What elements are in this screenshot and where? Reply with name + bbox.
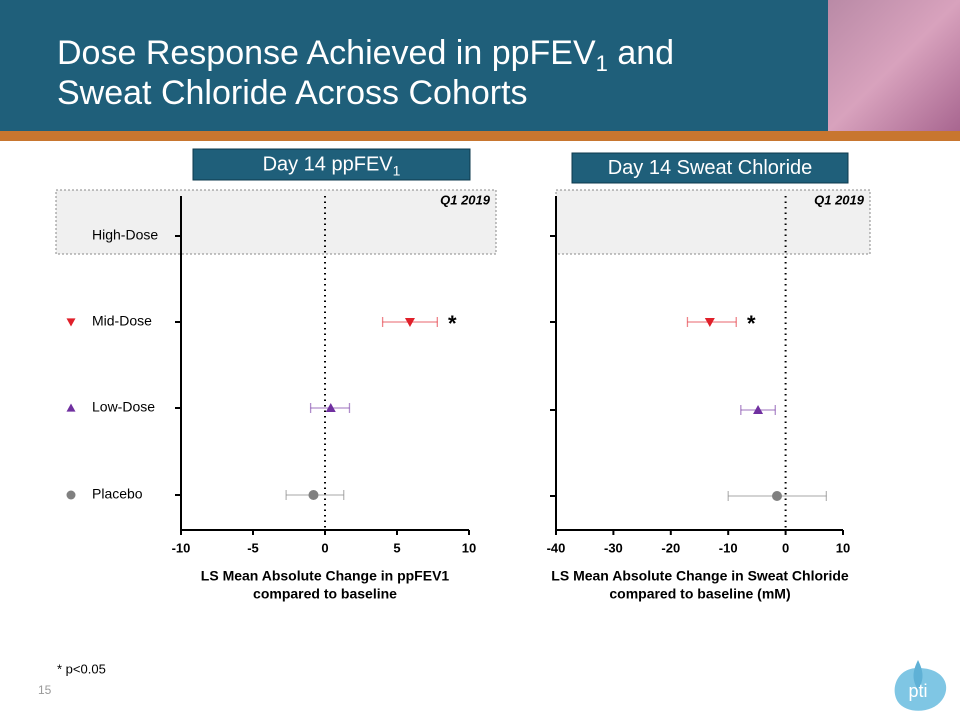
significance-mark: * [747, 311, 756, 336]
x-axis-label: LS Mean Absolute Change in Sweat Chlorid… [551, 568, 849, 584]
page-number: 15 [38, 683, 52, 697]
point-marker [325, 403, 336, 412]
panel-title-text: Day 14 ppFEV [263, 154, 394, 176]
x-tick-label: 0 [321, 540, 328, 555]
x-tick-label: -5 [247, 540, 259, 555]
x-tick-label: -10 [172, 540, 191, 555]
panel-title-box [571, 152, 849, 184]
legend-marker [66, 403, 76, 412]
header-image [828, 0, 960, 131]
annotation: Q1 2019 [814, 192, 865, 207]
legend-marker [66, 490, 76, 500]
point-marker [704, 318, 715, 327]
panel-title-box [192, 148, 471, 181]
point-marker [308, 490, 319, 500]
x-tick-label: 0 [782, 540, 789, 555]
category-label: Mid-Dose [92, 313, 152, 329]
x-tick-label: -40 [547, 540, 566, 555]
category-label: High-Dose [92, 227, 158, 243]
logo-shape [894, 668, 947, 711]
x-tick-label: -30 [604, 540, 623, 555]
x-axis-label: compared to baseline (mM) [609, 586, 790, 602]
title-text: Dose Response Achieved in ppFEV [57, 34, 596, 72]
shaded-region [555, 189, 871, 255]
title-text: and [608, 34, 674, 72]
point-marker [753, 405, 764, 414]
logo-leaf [913, 660, 923, 690]
footnote: * p<0.05 [57, 661, 106, 676]
x-axis-label: compared to baseline [253, 586, 397, 602]
header-band [0, 0, 960, 131]
category-label: Low-Dose [92, 399, 155, 415]
slide-title: Sweat Chloride Across Cohorts [57, 74, 528, 112]
annotation: Q1 2019 [440, 192, 491, 207]
category-label: Placebo [92, 486, 143, 502]
x-tick-label: 5 [393, 540, 400, 555]
x-tick-label: 10 [836, 540, 850, 555]
panel-title-subscript: 1 [393, 162, 401, 178]
panel-title: Day 14 Sweat Chloride [608, 157, 813, 179]
x-tick-label: 10 [462, 540, 476, 555]
significance-mark: * [448, 311, 457, 336]
panel-title-text: Day 14 Sweat Chloride [608, 157, 813, 179]
x-tick-label: -20 [661, 540, 680, 555]
title-subscript: 1 [596, 51, 608, 76]
slide-title: Dose Response Achieved in ppFEV1 and [57, 34, 674, 76]
legend-marker [66, 318, 76, 327]
point-marker [771, 491, 782, 501]
logo-text: pti [908, 681, 927, 701]
x-axis-label: LS Mean Absolute Change in ppFEV1 [201, 568, 450, 584]
x-tick-label: -10 [719, 540, 738, 555]
panel-title: Day 14 ppFEV1 [263, 154, 401, 178]
point-marker [404, 318, 415, 327]
header-stripe [0, 131, 960, 141]
shaded-region [55, 189, 497, 255]
